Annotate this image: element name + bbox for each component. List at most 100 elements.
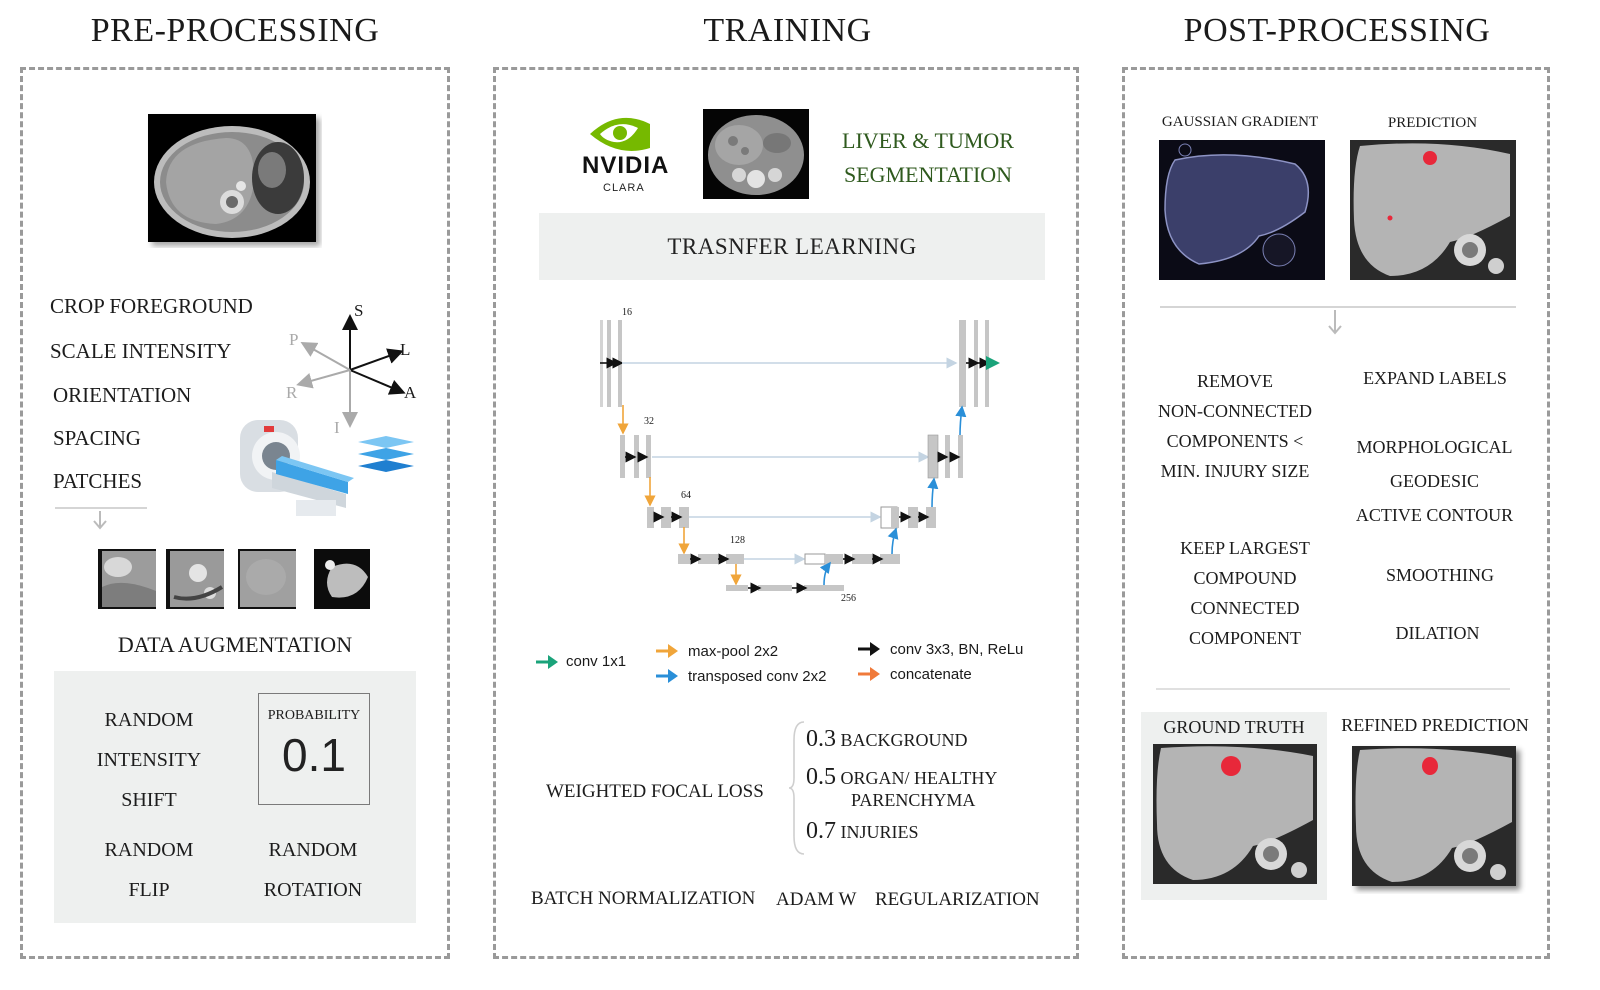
weight-injuries-label: INJURIES	[840, 822, 919, 842]
training-panel	[493, 67, 1079, 959]
regularization: REGULARIZATION	[875, 889, 1040, 910]
gaussian-gradient-label: GAUSSIAN GRADIENT	[1161, 114, 1319, 130]
probability-box: PROBABILITY 0.1	[258, 693, 370, 805]
unet-channel-32: 32	[644, 416, 654, 427]
data-augmentation-title: DATA AUGMENTATION	[117, 632, 353, 657]
expand-labels: EXPAND LABELS	[1363, 368, 1507, 388]
random-intensity-shift: RANDOM INTENSITY SHIFT	[84, 700, 214, 820]
pre-processing-panel	[20, 67, 450, 959]
unet-architecture-diagram	[600, 320, 1000, 594]
axis-p-label: P	[289, 330, 299, 349]
training-title: TRAINING	[703, 12, 872, 49]
weight-organ-value: 0.5	[806, 764, 836, 790]
axis-r-label: R	[286, 383, 298, 402]
axis-i-label: I	[334, 418, 340, 437]
aug-flip-line-2: FLIP	[128, 879, 170, 901]
down-arrow-icon	[93, 511, 107, 530]
smoothing: SMOOTHING	[1386, 565, 1494, 585]
legend-maxpool: max-pool 2x2	[688, 643, 779, 660]
unet-channel-256: 256	[841, 593, 856, 604]
step-patches: PATCHES	[53, 469, 143, 493]
weight-injuries-value: 0.7	[806, 818, 836, 844]
patch-thumbnail-2	[166, 549, 224, 609]
prediction-label: PREDICTION	[1387, 115, 1478, 131]
refined-prediction-label: REFINED PREDICTION	[1341, 715, 1529, 735]
post-down-arrow-icon	[1328, 310, 1342, 335]
prediction-image	[1350, 140, 1516, 280]
keep-line-1: KEEP LARGEST	[1180, 538, 1310, 558]
random-rotation: RANDOM ROTATION	[248, 830, 378, 910]
nvidia-brand: NVIDIA	[582, 152, 670, 179]
layers-icon	[358, 436, 414, 472]
legend-green-arrow-icon	[536, 655, 558, 669]
legend-black-arrow-icon	[858, 642, 880, 656]
aug-rotation-line-1: RANDOM	[268, 839, 358, 861]
transfer-learning-bar: TRASNFER LEARNING	[539, 213, 1045, 280]
weight-background: 0.3 BACKGROUND	[806, 726, 968, 753]
morph-line-1: MORPHOLOGICAL	[1356, 437, 1513, 457]
dilation: DILATION	[1395, 623, 1480, 643]
weight-background-value: 0.3	[806, 726, 836, 752]
ct-scanner-icon	[240, 420, 354, 516]
random-flip: RANDOM FLIP	[84, 830, 214, 910]
weight-organ-label-2: PARENCHYMA	[851, 790, 976, 810]
aug-shift-line-1: RANDOM	[104, 709, 194, 731]
patch-thumbnail-1	[98, 549, 156, 609]
step-crop-foreground: CROP FOREGROUND	[50, 294, 253, 318]
probability-label: PROBABILITY	[267, 708, 361, 723]
ground-truth-label: GROUND TRUTH	[1163, 717, 1305, 737]
keep-line-4: COMPONENT	[1188, 628, 1301, 648]
axial-ct-image	[148, 114, 316, 242]
refined-prediction-image	[1352, 746, 1516, 886]
morph-line-3: ACTIVE CONTOUR	[1355, 505, 1514, 525]
ground-truth-image	[1153, 744, 1317, 884]
axis-a-label: A	[404, 383, 417, 402]
patch-thumbnail-3	[238, 549, 296, 609]
weight-background-label: BACKGROUND	[840, 730, 968, 750]
post-processing-panel	[1122, 67, 1550, 959]
axis-s-label: S	[354, 301, 364, 320]
legend-orange-concat-arrow-icon	[858, 667, 880, 681]
post-processing-title: POST-PROCESSING	[1183, 12, 1491, 49]
step-spacing: SPACING	[53, 426, 141, 450]
legend-concatenate: concatenate	[890, 666, 972, 683]
post-divider-2	[1156, 688, 1510, 690]
task-title: LIVER & TUMOR SEGMENTATION	[828, 124, 1028, 192]
weight-organ: 0.5 ORGAN/ HEALTHY	[806, 764, 997, 791]
patch-thumbnails	[98, 549, 370, 609]
step-orientation: ORIENTATION	[53, 383, 192, 407]
keep-line-3: CONNECTED	[1190, 598, 1300, 618]
legend-conv3x3: conv 3x3, BN, ReLu	[890, 641, 1024, 658]
morph-line-2: GEODESIC	[1390, 471, 1479, 491]
unet-channel-128: 128	[730, 535, 745, 546]
remove-line-2: NON-CONNECTED	[1158, 401, 1312, 421]
loss-label: WEIGHTED FOCAL LOSS	[546, 781, 764, 802]
legend-blue-arrow-icon	[656, 669, 678, 683]
batch-normalization: BATCH NORMALIZATION	[531, 888, 756, 909]
augmentation-box	[54, 671, 416, 923]
aug-shift-line-3: SHIFT	[121, 789, 177, 811]
patch-thumbnail-4	[314, 549, 370, 609]
weight-injuries: 0.7 INJURIES	[806, 818, 919, 845]
orientation-axes-icon	[296, 314, 406, 428]
keep-line-2: COMPOUND	[1193, 568, 1297, 588]
morphological-geodesic: MORPHOLOGICAL GEODESIC ACTIVE CONTOUR	[1342, 430, 1527, 532]
abdominal-ct-image	[703, 109, 809, 199]
legend-transposed: transposed conv 2x2	[688, 668, 827, 685]
gaussian-gradient-image	[1159, 140, 1325, 280]
keep-largest-component: KEEP LARGEST COMPOUND CONNECTED COMPONEN…	[1150, 533, 1340, 653]
aug-rotation-line-2: ROTATION	[263, 879, 363, 901]
legend-orange-arrow-icon	[656, 644, 678, 658]
unet-channel-16: 16	[622, 307, 632, 318]
pre-processing-title: PRE-PROCESSING	[90, 12, 380, 49]
axis-l-label: L	[400, 340, 411, 359]
unet-channel-64: 64	[681, 490, 691, 501]
aug-flip-line-1: RANDOM	[104, 839, 194, 861]
post-divider-1	[1160, 306, 1516, 308]
remove-line-1: REMOVE	[1197, 371, 1273, 391]
remove-non-connected: REMOVE NON-CONNECTED COMPONENTS < MIN. I…	[1140, 366, 1330, 486]
task-line-2: SEGMENTATION	[843, 162, 1013, 187]
weight-organ-label: ORGAN/ HEALTHY	[840, 768, 998, 788]
legend-conv1x1: conv 1x1	[566, 653, 627, 670]
nvidia-eye-logo-icon	[590, 117, 650, 151]
